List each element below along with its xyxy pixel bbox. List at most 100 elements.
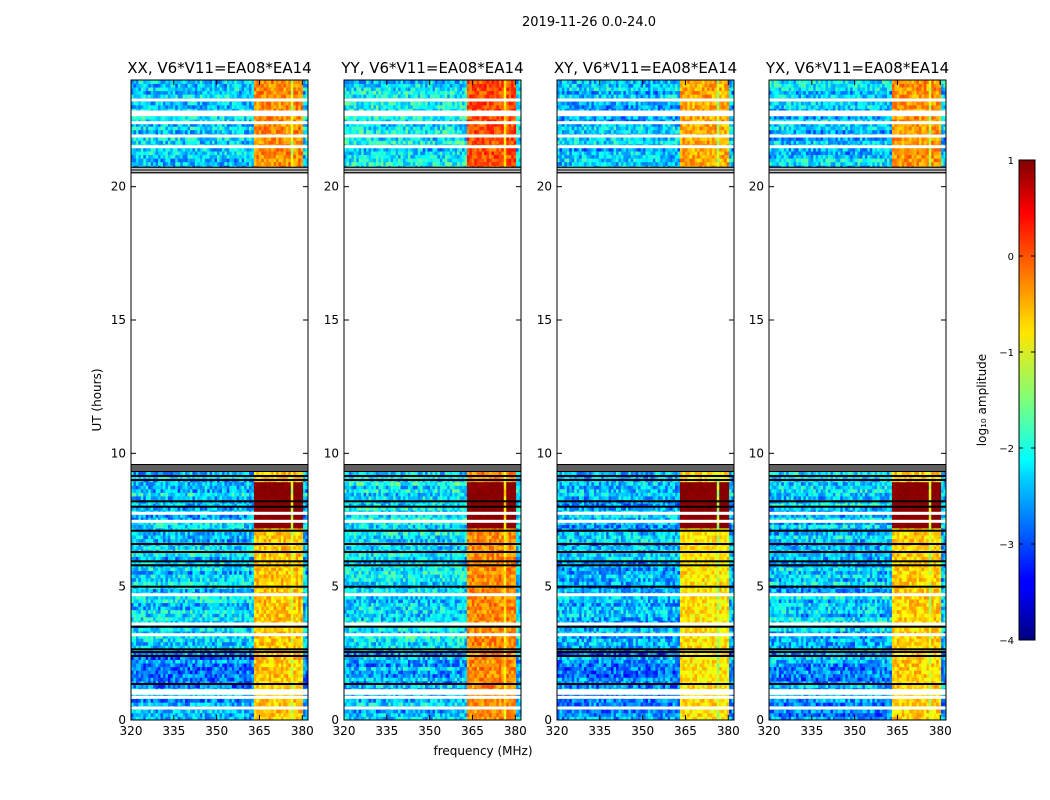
heatmap-cell (150, 613, 154, 618)
heatmap-cell (256, 506, 260, 511)
heatmap-cell (298, 631, 302, 636)
heatmap-cell (280, 620, 284, 625)
heatmap-cell (182, 631, 186, 636)
heatmap-cell (182, 673, 186, 678)
heatmap-cell (263, 513, 267, 518)
heatmap-cell (221, 503, 225, 508)
heatmap-cell (145, 709, 149, 714)
heatmap-cell (276, 577, 279, 582)
heatmap-cell (219, 520, 223, 525)
heatmap-cell (140, 716, 144, 721)
heatmap-cell (150, 627, 154, 632)
heatmap-cell (283, 677, 287, 682)
heatmap-cell (172, 659, 176, 664)
heatmap-cell (162, 503, 166, 508)
heatmap-cell (182, 570, 186, 575)
heatmap-cell (219, 485, 223, 490)
heatmap-cell (226, 716, 230, 721)
heatmap-cell (236, 613, 240, 618)
heatmap-cell (303, 670, 306, 675)
heatmap-cell (185, 702, 188, 707)
heatmap-cell (162, 709, 166, 714)
heatmap-cell (209, 531, 213, 536)
heatmap-cell (249, 666, 252, 671)
heatmap-cell (194, 517, 198, 522)
heatmap-cell (212, 670, 215, 675)
heatmap-cell (165, 492, 169, 497)
heatmap-cell (244, 535, 247, 540)
heatmap-cell (251, 545, 255, 550)
heatmap-cell (155, 638, 159, 643)
heatmap-cell (145, 702, 149, 707)
heatmap-cell (172, 485, 176, 490)
heatmap-cell (231, 712, 235, 717)
heatmap-cell (231, 663, 235, 668)
heatmap-cell (172, 599, 176, 604)
heatmap-cell (249, 641, 252, 646)
heatmap-cell (251, 631, 255, 636)
heatmap-cell (190, 535, 193, 540)
heatmap-cell (172, 638, 176, 643)
heatmap-cell (199, 652, 203, 657)
heatmap-cell (276, 531, 279, 536)
heatmap-cell (209, 520, 213, 525)
heatmap-cell (175, 609, 179, 614)
heatmap-cell (278, 485, 282, 490)
heatmap-cell (187, 552, 191, 557)
heatmap-cell (212, 574, 215, 579)
heatmap-cell (155, 531, 159, 536)
heatmap-cell (209, 535, 213, 540)
heatmap-cell (187, 638, 191, 643)
heatmap-cell (236, 656, 240, 660)
heatmap-cell (229, 595, 233, 600)
heatmap-cell (160, 677, 164, 682)
heatmap-cell (273, 613, 277, 618)
heatmap-cell (217, 613, 220, 618)
heatmap-cell (182, 517, 186, 522)
heatmap-cell (305, 496, 309, 500)
heatmap-cell (162, 481, 166, 486)
heatmap-cell (288, 503, 292, 508)
heatmap-cell (293, 656, 297, 660)
heatmap-cell (285, 535, 289, 540)
heatmap-cell (241, 648, 245, 653)
heatmap-cell (180, 666, 184, 671)
heatmap-cell (300, 545, 304, 550)
heatmap-cell (143, 634, 147, 639)
heatmap-cell (172, 698, 176, 703)
heatmap-cell (140, 485, 144, 490)
heatmap-cell (217, 503, 220, 508)
heatmap-cell (258, 631, 262, 636)
heatmap-cell (175, 631, 179, 636)
heatmap-cell (280, 513, 284, 518)
heatmap-cell (239, 567, 243, 572)
heatmap-cell (246, 538, 250, 543)
heatmap-cell (280, 709, 284, 714)
heatmap-cell (256, 716, 260, 721)
heatmap-cell (155, 666, 159, 671)
heatmap-cell (185, 616, 188, 621)
heatmap-cell (204, 712, 208, 717)
heatmap-cell (273, 513, 277, 518)
heatmap-cell (165, 638, 169, 643)
heatmap-cell (234, 716, 238, 721)
heatmap-cell (185, 567, 188, 572)
heatmap-cell (170, 520, 174, 525)
heatmap-cell (194, 524, 198, 529)
heatmap-cell (202, 709, 206, 714)
heatmap-cell (290, 645, 294, 650)
heatmap-cell (256, 599, 260, 604)
heatmap-cell (263, 609, 267, 614)
heatmap-cell (298, 656, 302, 660)
heatmap-cell (253, 485, 257, 490)
heatmap-cell (209, 712, 213, 717)
heatmap-cell (303, 552, 306, 557)
heatmap-cell (135, 588, 139, 593)
heatmap-cell (155, 513, 159, 518)
heatmap-cell (300, 609, 304, 614)
heatmap-cell (244, 492, 247, 497)
heatmap-cell (207, 577, 211, 582)
heatmap-cell (258, 656, 262, 660)
heatmap-cell (271, 634, 274, 639)
heatmap-cell (131, 638, 134, 643)
